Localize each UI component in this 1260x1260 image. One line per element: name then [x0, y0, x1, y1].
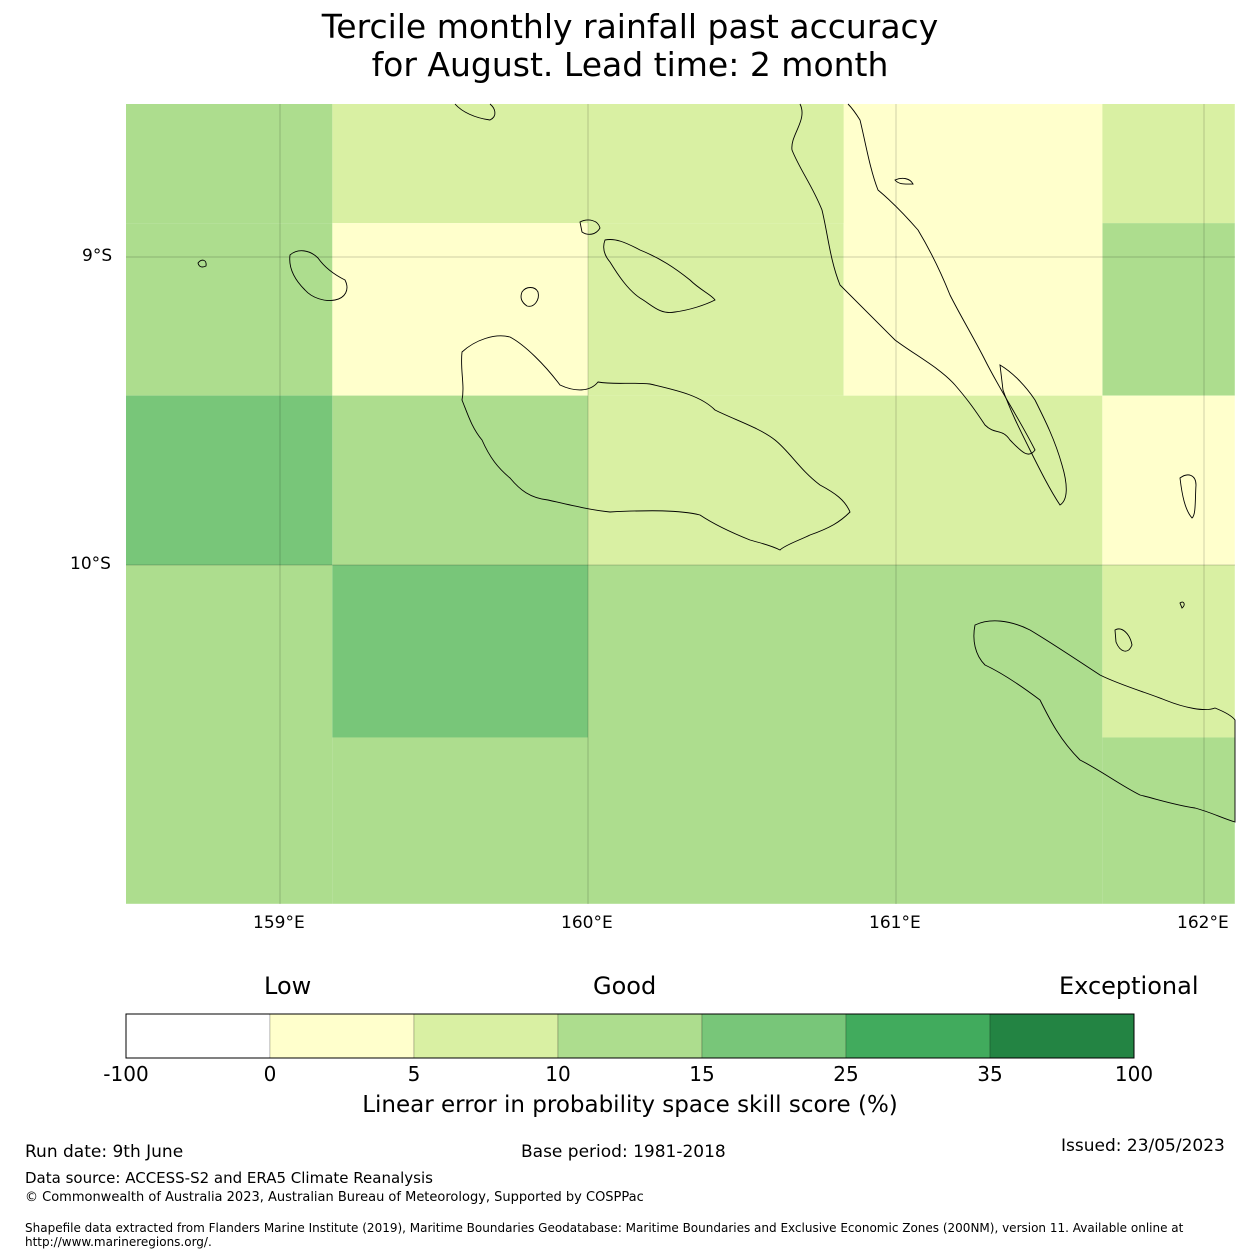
skill-cell	[332, 565, 588, 738]
y-tick-9s: 9°S	[82, 246, 113, 266]
skill-cell	[332, 737, 588, 904]
x-tick-162e: 162°E	[1177, 913, 1229, 933]
coastline-small-malaita	[999, 364, 1067, 506]
colorbar	[125, 1013, 1135, 1059]
chart-title-line-1: Tercile monthly rainfall past accuracy	[321, 7, 939, 46]
skill-cell	[843, 104, 1103, 396]
skill-cell	[126, 565, 333, 904]
graticule	[126, 104, 1235, 904]
skill-cell	[332, 395, 588, 565]
colorbar-tick: 100	[1114, 1062, 1154, 1086]
run-date: Run date: 9th June	[25, 1142, 184, 1162]
colorbar-tick: 5	[407, 1062, 421, 1086]
colorbar-segment	[989, 1013, 1135, 1059]
skill-cell	[126, 395, 333, 565]
coastline-islet-2	[894, 177, 914, 185]
coastline-islet-3	[1179, 601, 1185, 609]
coastline-savo	[520, 287, 539, 307]
colorbar-segment	[557, 1013, 703, 1059]
colorbar-tick: 15	[689, 1062, 715, 1086]
skill-cell	[126, 223, 333, 396]
coastline-russell-islands	[289, 250, 348, 301]
y-tick-10s: 10°S	[70, 554, 111, 574]
x-tick-160e: 160°E	[561, 913, 613, 933]
colorbar-tick: 0	[263, 1062, 277, 1086]
coastline-ugi	[1114, 628, 1133, 652]
skill-cell	[332, 223, 588, 396]
coastline-guadalcanal	[461, 335, 851, 551]
colorbar-segment	[413, 1013, 559, 1059]
colorbar-segment	[125, 1013, 271, 1059]
x-tick-159e: 159°E	[253, 913, 305, 933]
colorbar-tick: 25	[833, 1062, 859, 1086]
colorbar-tick: 35	[977, 1062, 1003, 1086]
skill-cell	[1102, 395, 1235, 565]
colorbar-frame	[125, 1013, 1135, 1059]
coastline-makira	[973, 620, 1236, 823]
issued-date: Issued: 23/05/2023	[1061, 1136, 1225, 1156]
colorbar-segment	[269, 1013, 415, 1059]
coastline-malaita	[791, 103, 1036, 455]
copyright-notice: © Commonwealth of Australia 2023, Austra…	[25, 1190, 644, 1205]
skill-cell	[1102, 737, 1235, 904]
x-tick-161e: 161°E	[869, 913, 921, 933]
coastline-islet-1	[197, 259, 207, 268]
skill-cells	[126, 104, 1235, 904]
colorbar-tick: 10	[545, 1062, 571, 1086]
colorbar-segment	[845, 1013, 991, 1059]
skill-cell	[126, 104, 333, 224]
skill-cell	[588, 565, 1103, 904]
colorbar-category-low: Low	[264, 972, 312, 1000]
skill-cell	[1102, 223, 1235, 396]
colorbar-category-good: Good	[593, 972, 657, 1000]
skill-cell	[1102, 565, 1235, 738]
coastline-florida-islets	[579, 219, 601, 235]
coastline-north-islets	[454, 103, 496, 121]
colorbar-label: Linear error in probability space skill …	[362, 1092, 898, 1118]
skill-cell	[588, 395, 1103, 565]
data-source: Data source: ACCESS-S2 and ERA5 Climate …	[25, 1169, 433, 1187]
coastline-ulawa	[1179, 474, 1197, 519]
colorbar-segment	[701, 1013, 847, 1059]
coastline-nggela	[603, 239, 716, 313]
skill-cell	[588, 223, 844, 396]
base-period: Base period: 1981-2018	[521, 1142, 726, 1162]
chart-title-line-2: for August. Lead time: 2 month	[371, 45, 889, 84]
colorbar-category-exceptional: Exceptional	[1059, 972, 1199, 1000]
coastlines	[197, 103, 1236, 823]
skill-cell	[1102, 104, 1235, 224]
colorbar-tick: -100	[103, 1062, 149, 1086]
shapefile-credit: Shapefile data extracted from Flanders M…	[25, 1221, 1184, 1249]
